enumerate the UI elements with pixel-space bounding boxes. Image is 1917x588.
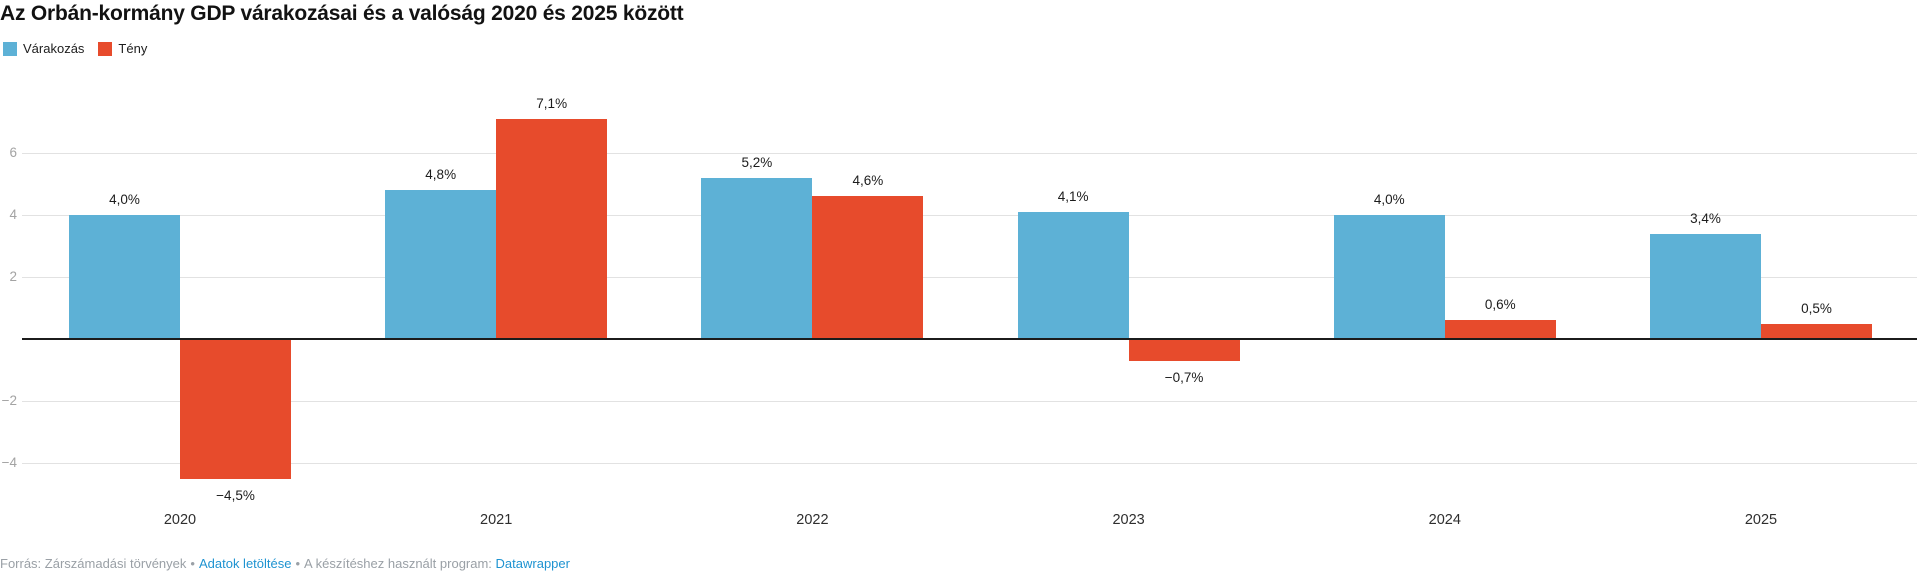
x-axis-label-2020: 2020 (163, 512, 197, 528)
bar-teny-2025 (1761, 323, 1872, 339)
bar-teny-2023 (1128, 339, 1240, 361)
legend-label-teny: Tény (118, 41, 148, 56)
value-label-varakozas-2022: 5,2% (741, 154, 773, 170)
footer-source-text: Forrás: Zárszámadási törvények (0, 556, 187, 571)
bar-teny-2020 (180, 339, 291, 479)
bar-teny-2024 (1444, 320, 1556, 339)
bar-teny-2021 (496, 118, 608, 339)
gridline--4 (22, 462, 1917, 464)
value-label-varakozas-2020: 4,0% (109, 192, 140, 207)
bar-varakozas-2020 (69, 215, 180, 339)
bar-varakozas-2024 (1333, 215, 1445, 339)
y-axis-tick-label--4: −4 (1, 455, 17, 470)
footer-program-text: A készítéshez használt program: (304, 556, 492, 571)
footer-separator-1: • (190, 556, 195, 571)
value-label-teny-2020: −4,5% (216, 487, 255, 503)
footer: Forrás: Zárszámadási törvények • Adatok le… (0, 555, 570, 572)
y-axis-tick-label-6: 6 (9, 145, 17, 160)
legend-label-varakozas: Várakozás (23, 41, 85, 56)
x-axis-label-2025: 2025 (1744, 512, 1778, 528)
x-axis-label-2021: 2021 (480, 512, 513, 528)
value-label-teny-2022: 4,6% (852, 173, 884, 189)
bar-varakozas-2023 (1017, 211, 1129, 339)
y-axis-tick-label--2: −2 (1, 393, 17, 408)
value-label-varakozas-2025: 3,4% (1690, 210, 1721, 226)
legend-item-teny: Tény (98, 41, 147, 57)
value-label-teny-2021: 7,1% (536, 95, 568, 111)
download-data-link[interactable]: Adatok letöltése (198, 556, 292, 571)
value-label-teny-2023: −0,7% (1164, 369, 1204, 385)
value-label-teny-2024: 0,6% (1484, 297, 1516, 313)
value-label-varakozas-2024: 4,0% (1373, 192, 1405, 207)
bar-teny-2022 (812, 196, 924, 339)
legend-swatch-varakozas (3, 42, 17, 56)
x-axis-label-2024: 2024 (1428, 512, 1461, 528)
gridline-2 (22, 276, 1917, 278)
gridline-4 (22, 214, 1917, 216)
x-axis-label-2022: 2022 (796, 512, 829, 528)
bar-varakozas-2021 (385, 190, 497, 339)
bar-varakozas-2022 (701, 177, 813, 339)
bar-varakozas-2025 (1650, 233, 1761, 339)
value-label-varakozas-2023: 4,1% (1057, 188, 1089, 204)
footer-separator-2: • (295, 556, 301, 571)
legend-item-varakozas: Várakozás (3, 41, 84, 57)
legend-swatch-teny (98, 42, 113, 56)
datawrapper-link[interactable]: Datawrapper (495, 556, 570, 571)
value-label-teny-2025: 0,5% (1801, 300, 1832, 316)
value-label-varakozas-2021: 4,8% (425, 167, 457, 183)
chart-title: Az Orbán-kormány GDP várakozásai és a va… (0, 2, 684, 25)
y-axis-tick-label-4: 4 (9, 207, 17, 222)
zero-baseline (22, 338, 1917, 340)
legend: Várakozás Tény (3, 41, 147, 57)
gridline-6 (22, 152, 1917, 154)
gridline--2 (22, 400, 1917, 402)
y-axis-tick-label-2: 2 (9, 269, 17, 284)
x-axis-label-2023: 2023 (1112, 512, 1145, 528)
